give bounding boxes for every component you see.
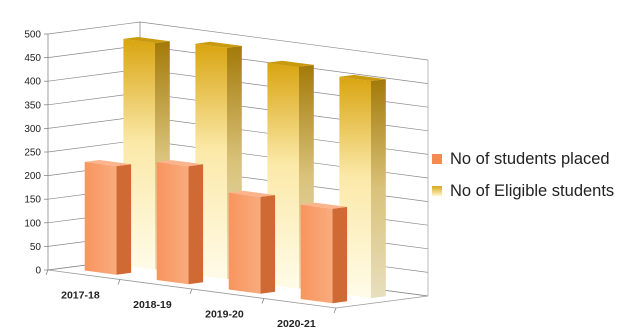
y-tick-label: 250 (24, 148, 41, 159)
bar-eligible-students-top (339, 74, 386, 81)
bar-eligible-students-side (371, 79, 386, 299)
bar-students-placed (156, 160, 204, 285)
bar-students-placed-front (84, 161, 117, 275)
y-tick-label: 450 (24, 53, 41, 64)
legend-swatch-eligible (432, 186, 442, 196)
bar-students-placed (228, 190, 276, 294)
bar-students-placed-top (156, 160, 204, 167)
bar-students-placed-front (228, 192, 261, 294)
bar-eligible-students-front (195, 43, 227, 280)
bar-students-placed-side (332, 206, 348, 304)
bar-students-placed-side (260, 195, 276, 294)
bar-students-placed-side (116, 164, 132, 275)
legend-swatch-placed (432, 154, 442, 164)
bar-eligible-students-front (267, 62, 299, 289)
bar-eligible-students-front (339, 76, 371, 299)
bar-students-placed-front (300, 204, 333, 304)
bar-students-placed (84, 160, 132, 275)
x-tick-mark (189, 288, 193, 295)
x-tick-label: 2020-21 (277, 318, 316, 330)
x-tick-label: 2019-20 (205, 308, 244, 320)
y-tick-label: 350 (24, 100, 41, 111)
bar-eligible-students-top (195, 41, 242, 48)
legend-item-placed: No of students placed (432, 146, 614, 172)
x-tick-mark (261, 298, 265, 304)
bar-eligible-students-top (123, 37, 170, 44)
x-tick-mark (333, 307, 337, 314)
bar-eligible-students-front (123, 38, 155, 270)
bar-students-placed-front (156, 162, 189, 285)
legend-label-placed: No of students placed (450, 149, 610, 168)
legend: No of students placed No of Eligible stu… (432, 146, 614, 210)
x-tick-mark (45, 269, 49, 276)
x-tick-label: 2018-19 (133, 299, 172, 311)
y-tick-label: 0 (35, 266, 41, 277)
y-tick-label: 400 (24, 77, 41, 88)
y-tick-label: 500 (24, 30, 41, 41)
y-tick-label: 150 (24, 195, 41, 206)
bar-students-placed-side (188, 164, 204, 285)
y-tick-label: 300 (24, 124, 41, 135)
bar-eligible-students (339, 74, 386, 299)
x-axis: 2017-18 2018-19 2019-20 2020-21 (45, 269, 337, 330)
bars (84, 37, 386, 304)
y-tick-label: 100 (24, 218, 41, 229)
bar-students-placed-top (228, 190, 276, 197)
y-tick-label: 50 (30, 242, 42, 253)
y-axis: 0 50 100 150 200 250 300 350 400 450 500 (24, 30, 48, 277)
legend-item-eligible: No of Eligible students (432, 178, 614, 204)
bar-eligible-students-top (267, 60, 314, 67)
bar-students-placed-top (300, 202, 348, 209)
y-tick-label: 200 (24, 171, 41, 182)
x-tick-label: 2017-18 (61, 289, 100, 301)
bar-students-placed-top (84, 160, 132, 167)
legend-label-eligible: No of Eligible students (450, 181, 615, 200)
bar-students-placed (300, 202, 348, 304)
x-tick-mark (117, 279, 121, 285)
